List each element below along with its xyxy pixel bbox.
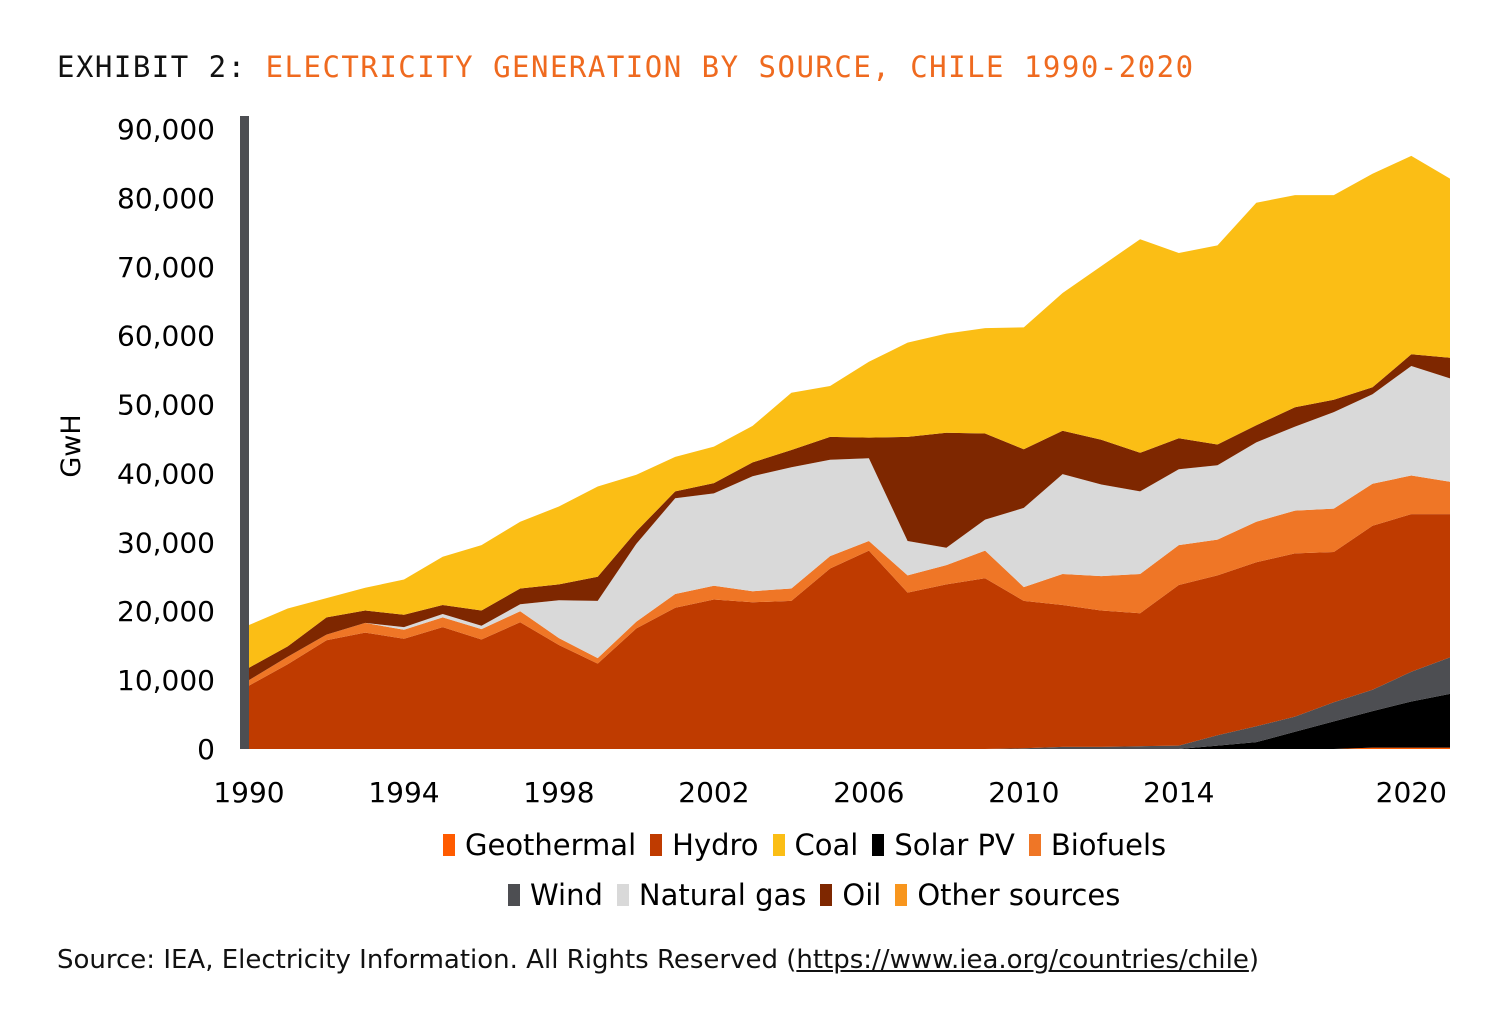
legend-label: Natural gas xyxy=(638,878,807,912)
legend-item-oil: Oil xyxy=(820,878,881,912)
area-natural-gas xyxy=(249,366,1450,681)
y-tick-label: 20,000 xyxy=(117,595,215,628)
area-hydro xyxy=(249,514,1450,749)
y-tick-label: 0 xyxy=(197,733,215,766)
source-note: Source: IEA, Electricity Information. Al… xyxy=(57,945,1259,975)
area-layers xyxy=(249,155,1450,749)
source-suffix: ) xyxy=(1248,945,1260,975)
legend-label: Hydro xyxy=(672,828,759,862)
area-oil xyxy=(249,354,1450,681)
chart-title-lead: EXHIBIT 2: xyxy=(57,50,247,84)
legend-swatch xyxy=(650,834,663,856)
legend-label: Biofuels xyxy=(1050,828,1167,862)
x-axis-ticks: 1990 1994 1998 2002 2006 2010 2014 2020 xyxy=(213,776,1447,809)
legend-label: Coal xyxy=(794,828,859,862)
y-axis-bar xyxy=(240,116,249,749)
source-prefix: Source: IEA, Electricity Information. Al… xyxy=(57,945,797,975)
legend-item-other-sources: Other sources xyxy=(895,878,1120,912)
legend-swatch xyxy=(443,834,455,856)
x-tick-label: 1990 xyxy=(213,776,284,809)
legend-label: Other sources xyxy=(917,878,1121,912)
y-tick-label: 90,000 xyxy=(117,113,215,146)
y-axis-label: GwH xyxy=(56,414,87,477)
legend-item-solar-pv: Solar PV xyxy=(872,828,1015,862)
legend-swatch xyxy=(820,884,833,906)
legend-label: Wind xyxy=(530,878,603,912)
legend-label: Oil xyxy=(842,878,882,912)
legend-swatch xyxy=(772,834,785,856)
x-tick-label: 2006 xyxy=(833,776,904,809)
x-tick-label: 2014 xyxy=(1143,776,1214,809)
chart-title: EXHIBIT 2: ELECTRICITY GENERATION BY SOU… xyxy=(57,50,1195,84)
legend-swatch xyxy=(616,884,629,906)
x-tick-label: 2020 xyxy=(1376,776,1447,809)
y-tick-label: 50,000 xyxy=(117,389,215,422)
x-tick-label: 2010 xyxy=(988,776,1059,809)
y-tick-label: 80,000 xyxy=(117,182,215,215)
legend-swatch xyxy=(508,884,520,906)
source-link[interactable]: https://www.iea.org/countries/chile xyxy=(796,945,1249,975)
area-biofuels xyxy=(249,475,1450,686)
legend-item-coal: Coal xyxy=(772,828,859,862)
legend-item-biofuels: Biofuels xyxy=(1028,828,1167,862)
legend-swatch xyxy=(872,834,885,856)
legend-row: Wind Natural gas Oil Other sources xyxy=(508,878,1134,912)
x-tick-label: 1994 xyxy=(368,776,439,809)
chart-title-main: ELECTRICITY GENERATION BY SOURCE, CHILE … xyxy=(265,50,1195,84)
area-coal xyxy=(249,155,1450,668)
area-solar-pv xyxy=(249,693,1450,749)
y-axis-ticks: 0 10,000 20,000 30,000 40,000 50,000 60,000 70,… xyxy=(117,113,215,766)
legend-item-wind: Wind xyxy=(508,878,603,912)
legend-swatch xyxy=(1028,834,1041,856)
x-tick-label: 1998 xyxy=(523,776,594,809)
area-chart: 0 10,000 20,000 30,000 40,000 50,000 60,000 70,… xyxy=(56,113,1450,809)
x-tick-label: 2002 xyxy=(678,776,749,809)
legend-label: Geothermal xyxy=(465,828,637,862)
legend-swatch xyxy=(895,884,908,906)
y-tick-label: 60,000 xyxy=(117,320,215,353)
legend-item-geothermal: Geothermal xyxy=(443,828,636,862)
legend-item-hydro: Hydro xyxy=(650,828,759,862)
y-tick-label: 30,000 xyxy=(117,526,215,559)
legend-row: Geothermal Hydro Coal Solar PV Biofuels xyxy=(443,828,1180,862)
legend-item-natural-gas: Natural gas xyxy=(616,878,807,912)
y-tick-label: 40,000 xyxy=(117,457,215,490)
y-tick-label: 70,000 xyxy=(117,251,215,284)
y-tick-label: 10,000 xyxy=(117,664,215,697)
legend-label: Solar PV xyxy=(894,828,1015,862)
